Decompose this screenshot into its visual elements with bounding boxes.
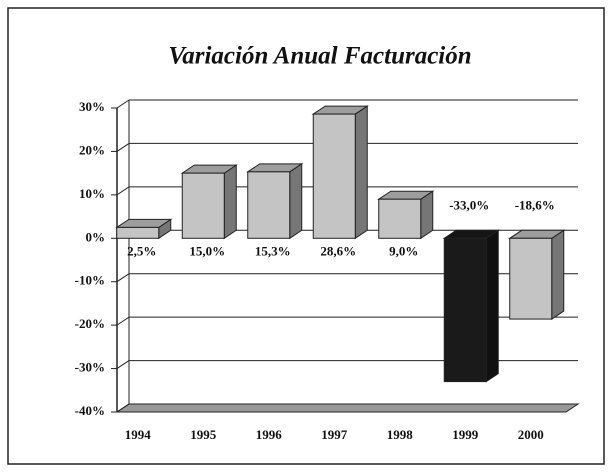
grid-line-depth bbox=[116, 316, 130, 326]
value-label: 2,5% bbox=[127, 243, 156, 258]
value-label: 15,0% bbox=[189, 243, 225, 258]
bar bbox=[181, 172, 225, 239]
x-tick-label: 1994 bbox=[125, 427, 152, 442]
value-label: 28,6% bbox=[320, 243, 356, 258]
bar bbox=[378, 198, 422, 239]
bar bbox=[443, 237, 487, 383]
x-tick-label: 1996 bbox=[256, 427, 283, 442]
bar-side bbox=[485, 229, 499, 383]
bar bbox=[247, 171, 291, 239]
x-tick-label: 1995 bbox=[190, 427, 217, 442]
bar bbox=[116, 226, 160, 239]
x-tick-label: 1997 bbox=[321, 427, 348, 442]
bar bbox=[509, 237, 553, 320]
chart-title: Variación Anual Facturación bbox=[168, 43, 471, 70]
grid-line-depth bbox=[116, 360, 130, 369]
y-tick-label: -20% bbox=[75, 316, 105, 331]
bar-side bbox=[289, 162, 303, 240]
y-tick-label: 20% bbox=[79, 142, 105, 157]
value-label: -18,6% bbox=[515, 197, 555, 212]
bar-side bbox=[223, 164, 237, 240]
y-tick-label: -10% bbox=[75, 273, 105, 288]
x-tick-label: 1998 bbox=[387, 427, 414, 442]
grid-line-depth bbox=[116, 403, 130, 413]
grid-line-depth bbox=[116, 273, 130, 283]
y-tick-label: 0% bbox=[86, 229, 106, 244]
value-label: -33,0% bbox=[449, 197, 489, 212]
y-tick-label: 30% bbox=[79, 99, 105, 114]
x-tick-label: 1999 bbox=[452, 427, 479, 442]
floor bbox=[115, 403, 580, 413]
bar-side bbox=[551, 229, 565, 320]
grid-line-depth bbox=[116, 99, 130, 109]
grid-line-depth bbox=[116, 143, 130, 152]
bar bbox=[312, 113, 356, 239]
y-tick-label: -30% bbox=[75, 360, 105, 375]
x-tick-label: 2000 bbox=[518, 427, 544, 442]
chart-frame bbox=[7, 7, 605, 465]
y-tick-label: 10% bbox=[79, 186, 105, 201]
value-label: 15,3% bbox=[255, 243, 291, 258]
grid-line-depth bbox=[116, 186, 130, 196]
bar-side bbox=[354, 105, 368, 240]
y-tick-label: -40% bbox=[75, 403, 105, 418]
value-label: 9,0% bbox=[389, 243, 418, 258]
